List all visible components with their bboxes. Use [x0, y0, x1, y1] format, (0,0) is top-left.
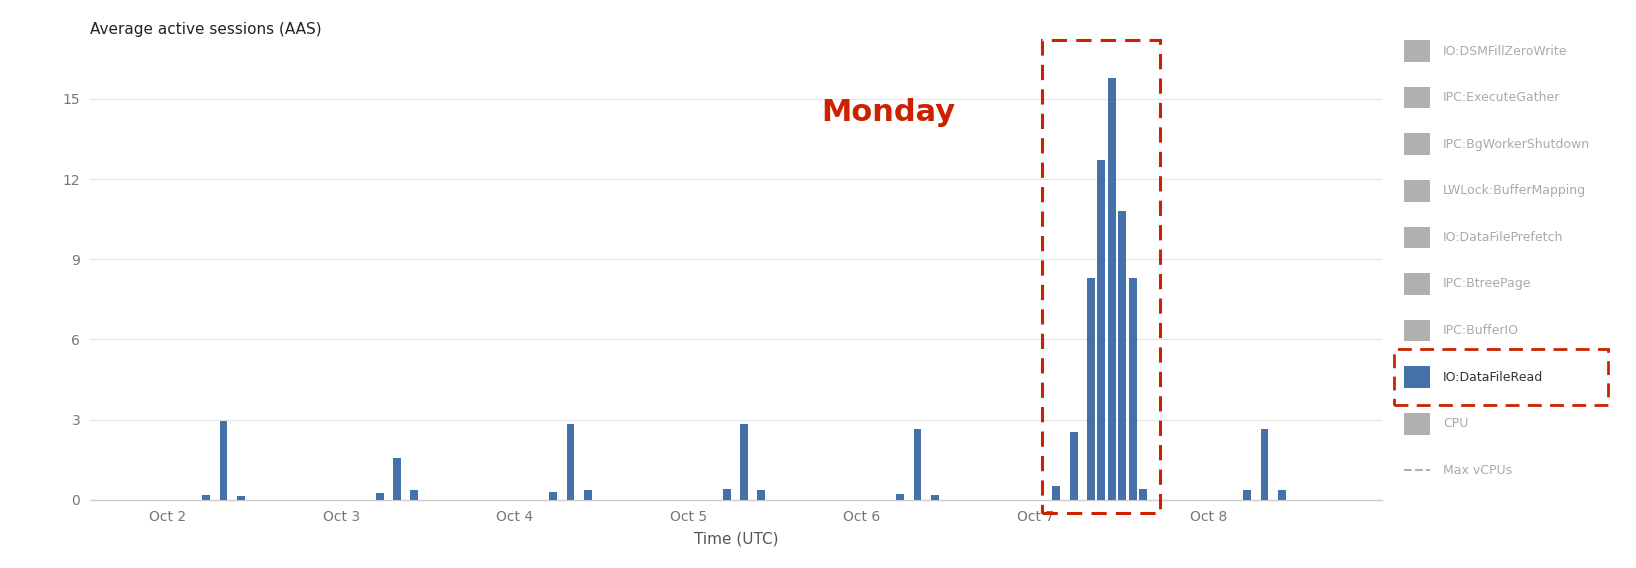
Bar [1108, 77, 1116, 500]
Text: IPC:BufferIO: IPC:BufferIO [1443, 324, 1518, 337]
Bar [897, 495, 905, 500]
Bar [1070, 432, 1078, 500]
Bar [376, 493, 383, 500]
Bar [723, 489, 731, 500]
Text: LWLock:BufferMapping: LWLock:BufferMapping [1443, 185, 1585, 197]
Bar [1129, 278, 1137, 500]
Text: IO:DataFileRead: IO:DataFileRead [1443, 371, 1543, 383]
Bar [1052, 486, 1060, 500]
Bar [1086, 278, 1094, 500]
Bar [1119, 211, 1126, 500]
Bar [219, 421, 227, 500]
Bar [584, 491, 592, 500]
Text: Max vCPUs: Max vCPUs [1443, 464, 1512, 477]
Bar [550, 492, 558, 500]
Bar [411, 490, 419, 500]
Bar [757, 490, 766, 500]
Text: IO:DataFilePrefetch: IO:DataFilePrefetch [1443, 231, 1564, 244]
Bar [913, 429, 921, 500]
Bar [1278, 491, 1286, 500]
X-axis label: Time (UTC): Time (UTC) [694, 532, 779, 547]
Bar [1139, 489, 1147, 500]
Bar [237, 496, 245, 500]
Text: Monday: Monday [821, 98, 955, 127]
Bar [203, 495, 209, 500]
Bar [393, 458, 401, 500]
Bar [739, 424, 748, 500]
Bar [566, 424, 574, 500]
Bar [1261, 429, 1268, 500]
Text: Average active sessions (AAS): Average active sessions (AAS) [90, 22, 322, 37]
Text: IPC:ExecuteGather: IPC:ExecuteGather [1443, 91, 1561, 104]
Bar [1098, 160, 1106, 500]
Text: IPC:BtreePage: IPC:BtreePage [1443, 278, 1531, 290]
Text: CPU: CPU [1443, 417, 1469, 430]
Bar [931, 495, 939, 500]
Text: IO:DSMFillZeroWrite: IO:DSMFillZeroWrite [1443, 45, 1567, 57]
Bar [1243, 490, 1252, 500]
Text: IPC:BgWorkerShutdown: IPC:BgWorkerShutdown [1443, 138, 1590, 151]
